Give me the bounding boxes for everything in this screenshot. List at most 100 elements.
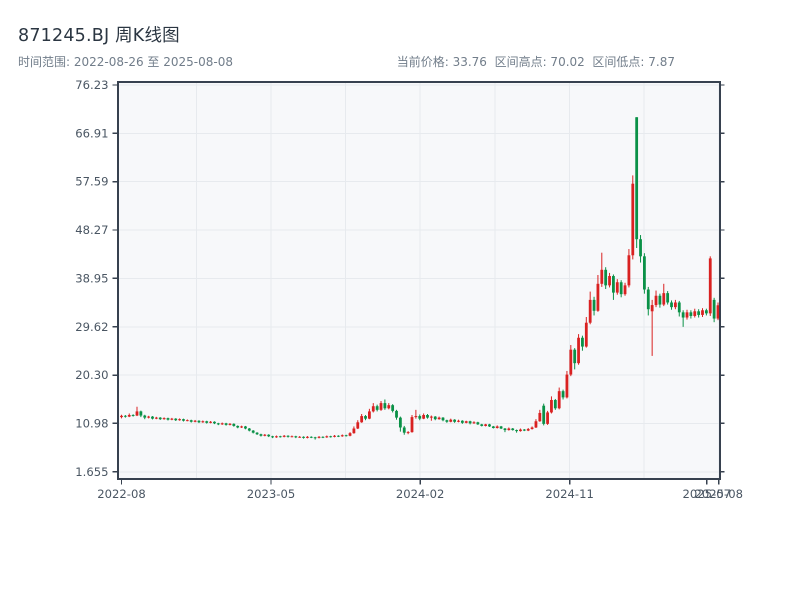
candle-body: [228, 423, 232, 425]
candle-body: [360, 416, 364, 423]
candle-body: [495, 426, 499, 428]
candle-body: [193, 420, 197, 422]
candle-body: [662, 293, 666, 305]
candle-body: [418, 416, 422, 419]
y-tick-label: 10.98: [75, 416, 108, 430]
candle-body: [650, 305, 654, 312]
candle-body: [216, 423, 220, 425]
candle-body: [344, 435, 348, 437]
candle-body: [371, 406, 375, 412]
candle-body: [174, 418, 178, 421]
y-tick-label: 76.23: [75, 78, 108, 92]
candle-body: [515, 430, 518, 432]
candle-body: [480, 424, 484, 426]
candle-body: [666, 293, 670, 303]
candle-body: [689, 312, 693, 316]
candle-body: [677, 302, 681, 313]
candle-body: [433, 416, 437, 420]
candle-body: [158, 417, 162, 420]
candle-body: [635, 117, 639, 240]
page-title: 871245.BJ 周K线图: [18, 26, 180, 46]
candle-body: [259, 434, 263, 436]
candle-body: [519, 429, 522, 432]
candle-body: [608, 276, 611, 286]
candle-body: [639, 239, 642, 257]
candle-body: [604, 269, 608, 286]
candle-body: [488, 424, 491, 427]
candle-body: [426, 415, 429, 418]
candle-body: [185, 420, 189, 422]
x-tick-label: 2024-11: [545, 487, 593, 501]
candle-body: [596, 283, 600, 311]
candle-body: [708, 258, 712, 314]
candle-body: [244, 426, 247, 429]
candle-body: [542, 405, 546, 424]
candle-body: [154, 417, 158, 419]
candle-body: [251, 430, 255, 433]
candle-body: [701, 310, 704, 315]
x-tick-label: 2024-02: [396, 487, 444, 501]
candle-body: [356, 422, 360, 429]
candle-body: [398, 417, 402, 428]
candle-body: [437, 417, 441, 420]
candle-body: [306, 436, 309, 438]
plot-background: [118, 82, 720, 479]
candle-body: [441, 417, 445, 421]
candle-body: [464, 421, 468, 423]
candle-body: [468, 421, 472, 424]
candle-body: [321, 436, 325, 438]
y-tick-label: 57.59: [75, 175, 108, 189]
candle-body: [643, 256, 646, 290]
candle-body: [267, 434, 271, 437]
candle-body: [286, 435, 290, 437]
candle-body: [704, 310, 708, 314]
candle-body: [553, 399, 557, 409]
candle-body: [670, 302, 673, 308]
candle-body: [503, 428, 507, 431]
candle-body: [127, 415, 131, 417]
date-range-label: 时间范围: 2022-08-26 至 2025-08-08: [18, 55, 233, 69]
candle-body: [476, 422, 480, 425]
candle-body: [302, 436, 305, 438]
candle-body: [298, 436, 302, 438]
candle-body: [612, 276, 615, 293]
candle-body: [143, 415, 147, 418]
candle-body: [530, 427, 534, 430]
candle-body: [460, 420, 464, 423]
candle-body: [162, 418, 166, 420]
candle-body: [317, 436, 321, 438]
candle-body: [197, 420, 201, 423]
candle-body: [449, 419, 453, 422]
price-stats-label: 当前价格: 33.76 区间高点: 70.02 区间低点: 7.87: [396, 55, 675, 69]
candle-body: [457, 420, 460, 422]
candle-body: [290, 436, 294, 438]
y-tick-label: 29.62: [75, 320, 108, 334]
candle-body: [534, 421, 538, 428]
candle-body: [120, 415, 123, 418]
candle-body: [224, 423, 228, 425]
candle-body: [240, 426, 243, 428]
y-tick-label: 48.27: [75, 223, 108, 237]
candle-body: [379, 403, 383, 410]
candle-body: [600, 269, 604, 284]
candle-body: [278, 436, 282, 438]
candle-body: [615, 282, 619, 293]
candle-body: [205, 421, 209, 423]
candle-body: [445, 420, 449, 422]
candle-body: [693, 311, 697, 316]
candle-body: [282, 435, 286, 437]
candle-body: [422, 415, 426, 419]
candle-body: [255, 432, 259, 435]
candle-body: [123, 415, 127, 417]
candle-body: [275, 436, 278, 438]
candle-body: [581, 337, 584, 347]
candle-body: [402, 427, 406, 433]
candle-body: [716, 305, 720, 319]
candle-body: [658, 295, 662, 305]
candle-body: [538, 412, 542, 422]
candle-body: [681, 312, 685, 318]
candle-body: [131, 415, 135, 416]
candle-body: [309, 436, 313, 438]
candle-body: [453, 419, 457, 422]
